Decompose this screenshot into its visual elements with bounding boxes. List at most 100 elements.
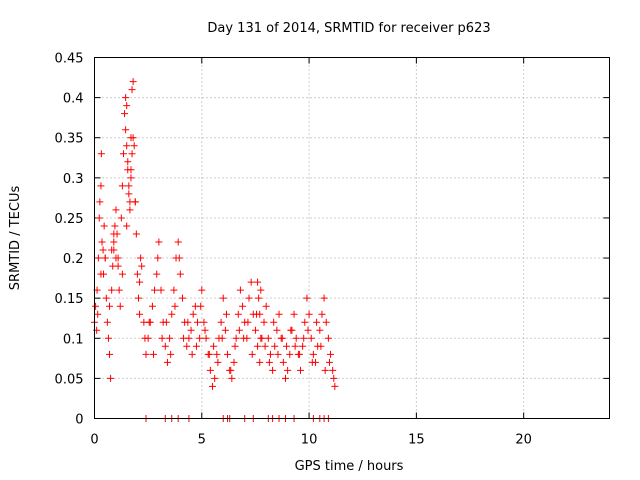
data-point-marker <box>255 294 263 302</box>
x-tick-label: 15 <box>408 433 425 448</box>
data-point-marker <box>304 326 312 334</box>
data-point-marker <box>108 246 116 254</box>
data-point-marker <box>321 366 329 374</box>
data-point-marker <box>101 254 109 262</box>
data-point-marker <box>313 318 321 326</box>
data-point-marker <box>124 166 132 174</box>
data-point-marker <box>324 334 332 342</box>
data-point-marker <box>325 358 333 366</box>
data-point-marker <box>269 366 277 374</box>
data-point-marker <box>194 318 201 326</box>
data-point-marker <box>200 318 208 326</box>
data-point-marker <box>116 302 124 310</box>
data-point-marker <box>273 326 281 334</box>
data-point-marker <box>123 222 131 230</box>
data-point-marker <box>155 238 163 246</box>
data-point-marker <box>236 286 244 294</box>
data-point-marker <box>106 350 114 358</box>
data-point-marker <box>112 254 120 262</box>
axis-ticks: 0 0.05 0.1 0.15 0.2 0.25 0.3 0.35 0.4 0.45 0 5 10 15 2… <box>55 52 610 448</box>
data-point-marker <box>122 94 130 102</box>
data-point-marker <box>217 318 225 326</box>
data-point-marker <box>106 302 114 310</box>
data-point-marker <box>133 270 141 278</box>
data-point-marker <box>111 222 119 230</box>
y-tick-label: 0.3 <box>63 172 84 187</box>
data-point-marker <box>218 334 226 342</box>
data-point-marker <box>327 350 335 358</box>
data-point-marker <box>251 326 259 334</box>
data-point-marker <box>162 318 170 326</box>
data-point-marker <box>95 214 103 222</box>
data-point-marker <box>129 78 137 86</box>
data-point-marker <box>145 318 153 326</box>
data-point-marker <box>196 334 204 342</box>
data-point-marker <box>264 334 272 342</box>
data-point-marker <box>262 302 270 310</box>
data-point-marker <box>279 358 287 366</box>
data-point-marker <box>102 294 110 302</box>
data-point-marker <box>257 286 265 294</box>
data-point-marker <box>240 334 248 342</box>
y-axis-label: SRMTID / TECUs <box>8 186 23 291</box>
data-point-marker <box>136 310 144 318</box>
data-point-marker <box>170 286 178 294</box>
data-point-marker <box>228 374 236 382</box>
data-point-marker <box>286 350 294 358</box>
data-point-marker <box>125 182 133 190</box>
data-point-marker <box>129 134 137 142</box>
data-point-marker <box>150 350 158 358</box>
data-point-marker <box>245 294 253 302</box>
data-point-marker <box>224 350 232 358</box>
data-point-marker <box>283 342 291 350</box>
data-point-marker <box>134 294 142 302</box>
data-point-marker <box>214 358 222 366</box>
data-point-marker <box>222 310 230 318</box>
data-point-marker <box>124 158 132 166</box>
plot-frame <box>94 57 610 419</box>
y-tick-label: 0.35 <box>55 132 84 147</box>
data-point-marker <box>256 358 264 366</box>
data-point-marker <box>209 382 217 390</box>
data-point-marker <box>205 350 213 358</box>
data-point-marker <box>261 342 269 350</box>
data-points <box>91 78 339 422</box>
data-point-marker <box>97 270 105 278</box>
data-point-marker <box>126 198 134 206</box>
data-point-marker <box>239 302 247 310</box>
data-point-marker <box>270 318 278 326</box>
data-point-marker <box>92 302 100 310</box>
y-tick-label: 0.15 <box>55 292 84 307</box>
data-point-marker <box>138 262 146 270</box>
y-tick-label: 0.45 <box>55 52 84 67</box>
data-point-marker <box>309 350 317 358</box>
data-point-marker <box>168 310 176 318</box>
data-point-marker <box>274 350 282 358</box>
data-point-marker <box>295 350 303 358</box>
data-point-marker <box>123 102 131 110</box>
data-point-marker <box>265 358 273 366</box>
data-point-marker <box>234 310 242 318</box>
data-point-marker <box>103 318 111 326</box>
data-point-marker <box>247 278 255 286</box>
data-point-marker <box>278 334 286 342</box>
x-axis-label: GPS time / hours <box>295 459 404 474</box>
data-point-marker <box>157 286 165 294</box>
data-point-marker <box>110 238 118 246</box>
data-point-marker <box>329 366 337 374</box>
data-point-marker <box>137 254 145 262</box>
data-point-marker <box>187 326 195 334</box>
data-point-marker <box>128 86 136 94</box>
data-point-marker <box>125 190 133 198</box>
data-point-marker <box>317 342 325 350</box>
data-point-marker <box>305 310 313 318</box>
data-point-marker <box>299 342 307 350</box>
data-point-marker <box>142 350 150 358</box>
data-point-marker <box>127 174 135 182</box>
y-tick-label: 0.1 <box>63 332 84 347</box>
data-point-marker <box>118 270 126 278</box>
y-tick-label: 0 <box>75 413 83 428</box>
data-point-marker <box>300 334 308 342</box>
data-point-marker <box>161 342 169 350</box>
data-point-marker <box>112 206 120 214</box>
